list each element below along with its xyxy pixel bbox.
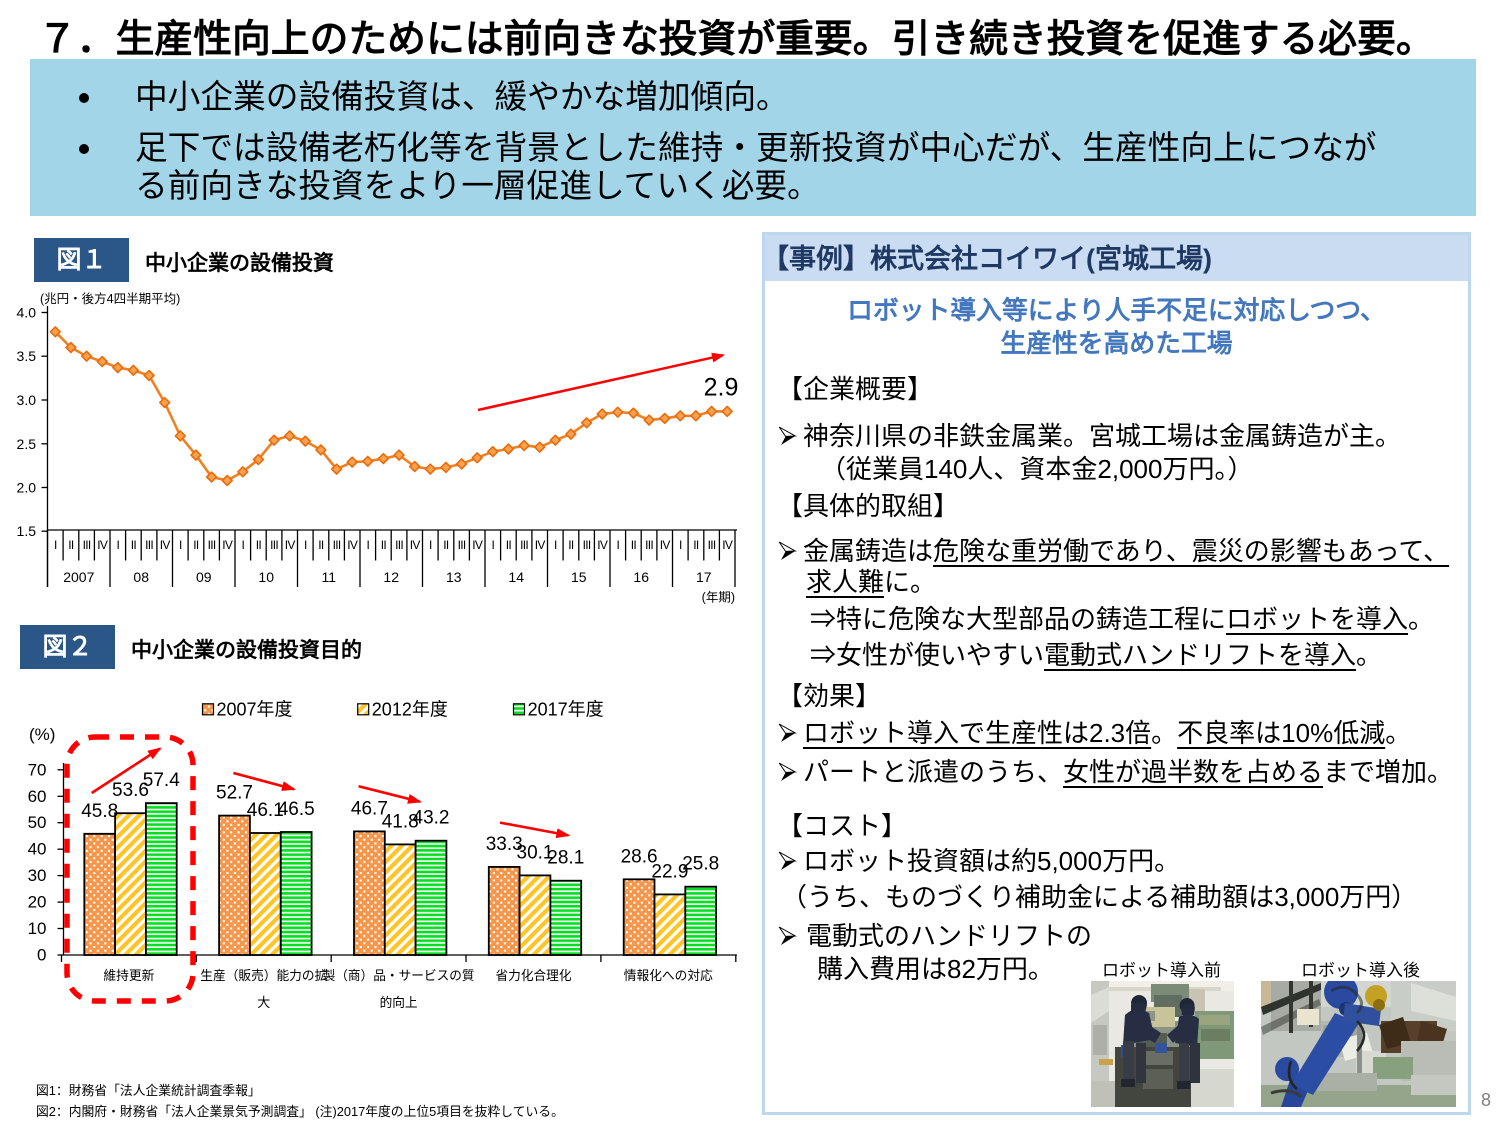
svg-text:維持更新: 維持更新	[103, 968, 154, 983]
svg-text:2.5: 2.5	[17, 436, 37, 452]
svg-text:的向上: 的向上	[380, 995, 418, 1010]
svg-text:50: 50	[28, 813, 47, 832]
svg-text:IV: IV	[222, 538, 233, 552]
svg-text:28.1: 28.1	[547, 848, 584, 869]
svg-text:IV: IV	[97, 538, 108, 552]
svg-text:I: I	[179, 538, 182, 552]
svg-text:I: I	[304, 538, 307, 552]
svg-text:22.9: 22.9	[651, 861, 688, 882]
svg-text:I: I	[116, 538, 119, 552]
svg-text:46.1: 46.1	[247, 800, 284, 821]
svg-text:II: II	[568, 538, 574, 552]
svg-text:20: 20	[28, 893, 47, 912]
svg-text:33.3: 33.3	[486, 834, 523, 855]
svg-text:I: I	[679, 538, 682, 552]
svg-text:II: II	[381, 538, 387, 552]
svg-text:3.5: 3.5	[17, 348, 37, 364]
svg-text:III: III	[583, 538, 591, 552]
svg-text:1.5: 1.5	[17, 523, 37, 539]
svg-text:3.0: 3.0	[17, 392, 37, 408]
svg-text:生産（販売）能力の拡: 生産（販売）能力の拡	[200, 968, 327, 983]
svg-text:45.8: 45.8	[81, 801, 118, 822]
svg-text:09: 09	[196, 569, 212, 585]
svg-text:I: I	[429, 538, 432, 552]
svg-text:11: 11	[322, 569, 337, 585]
svg-text:III: III	[458, 538, 466, 552]
svg-text:14: 14	[508, 569, 524, 585]
svg-text:4.0: 4.0	[17, 305, 37, 321]
svg-text:I: I	[366, 538, 369, 552]
svg-text:IV: IV	[347, 538, 358, 552]
svg-text:II: II	[131, 538, 137, 552]
svg-text:2007: 2007	[63, 569, 94, 585]
svg-text:IV: IV	[160, 538, 171, 552]
svg-text:52.7: 52.7	[216, 783, 253, 804]
svg-text:II: II	[193, 538, 199, 552]
svg-text:(%): (%)	[29, 725, 55, 744]
svg-text:10: 10	[28, 919, 47, 938]
svg-text:大: 大	[257, 995, 270, 1010]
svg-text:(年期): (年期)	[702, 591, 735, 605]
svg-text:41.8: 41.8	[382, 811, 419, 832]
svg-text:II: II	[631, 538, 637, 552]
svg-text:2017年度: 2017年度	[528, 700, 604, 720]
svg-text:IV: IV	[472, 538, 483, 552]
svg-text:2.9: 2.9	[704, 374, 739, 402]
svg-text:II: II	[256, 538, 262, 552]
svg-text:70: 70	[28, 760, 47, 779]
svg-text:08: 08	[133, 569, 149, 585]
svg-text:II: II	[506, 538, 512, 552]
svg-text:30.1: 30.1	[517, 842, 554, 863]
svg-text:2007年度: 2007年度	[217, 700, 293, 720]
svg-text:2012年度: 2012年度	[372, 700, 448, 720]
svg-text:15: 15	[571, 569, 587, 585]
svg-text:2.0: 2.0	[17, 480, 37, 496]
svg-text:III: III	[395, 538, 403, 552]
svg-text:IV: IV	[285, 538, 296, 552]
svg-text:53.6: 53.6	[112, 780, 149, 801]
svg-text:I: I	[491, 538, 494, 552]
svg-text:IV: IV	[597, 538, 608, 552]
svg-text:III: III	[270, 538, 278, 552]
svg-text:III: III	[520, 538, 528, 552]
svg-text:46.5: 46.5	[278, 799, 315, 820]
svg-text:16: 16	[633, 569, 649, 585]
svg-text:IV: IV	[660, 538, 671, 552]
svg-text:II: II	[68, 538, 74, 552]
svg-text:28.6: 28.6	[621, 846, 658, 867]
svg-text:I: I	[554, 538, 557, 552]
svg-text:製（商）品・サービスの質: 製（商）品・サービスの質	[323, 968, 475, 983]
svg-text:IV: IV	[535, 538, 546, 552]
svg-text:II: II	[693, 538, 699, 552]
svg-text:IV: IV	[722, 538, 733, 552]
svg-text:省力化合理化: 省力化合理化	[496, 968, 572, 983]
svg-text:43.2: 43.2	[413, 808, 450, 829]
svg-text:III: III	[145, 538, 153, 552]
svg-text:30: 30	[28, 866, 47, 885]
svg-text:46.7: 46.7	[351, 798, 388, 819]
svg-text:I: I	[54, 538, 57, 552]
svg-text:I: I	[241, 538, 244, 552]
svg-text:25.8: 25.8	[682, 854, 719, 875]
svg-text:II: II	[318, 538, 324, 552]
svg-text:40: 40	[28, 840, 47, 859]
svg-text:III: III	[708, 538, 716, 552]
svg-text:60: 60	[28, 787, 47, 806]
svg-text:I: I	[616, 538, 619, 552]
svg-text:IV: IV	[410, 538, 421, 552]
svg-text:17: 17	[696, 569, 712, 585]
svg-text:12: 12	[383, 569, 399, 585]
svg-text:III: III	[333, 538, 341, 552]
svg-text:10: 10	[258, 569, 274, 585]
svg-text:0: 0	[37, 946, 46, 965]
svg-text:III: III	[83, 538, 91, 552]
svg-text:III: III	[645, 538, 653, 552]
svg-text:II: II	[443, 538, 449, 552]
svg-text:57.4: 57.4	[143, 770, 180, 791]
svg-text:情報化への対応: 情報化への対応	[624, 968, 713, 983]
svg-text:13: 13	[446, 569, 462, 585]
svg-text:III: III	[208, 538, 216, 552]
